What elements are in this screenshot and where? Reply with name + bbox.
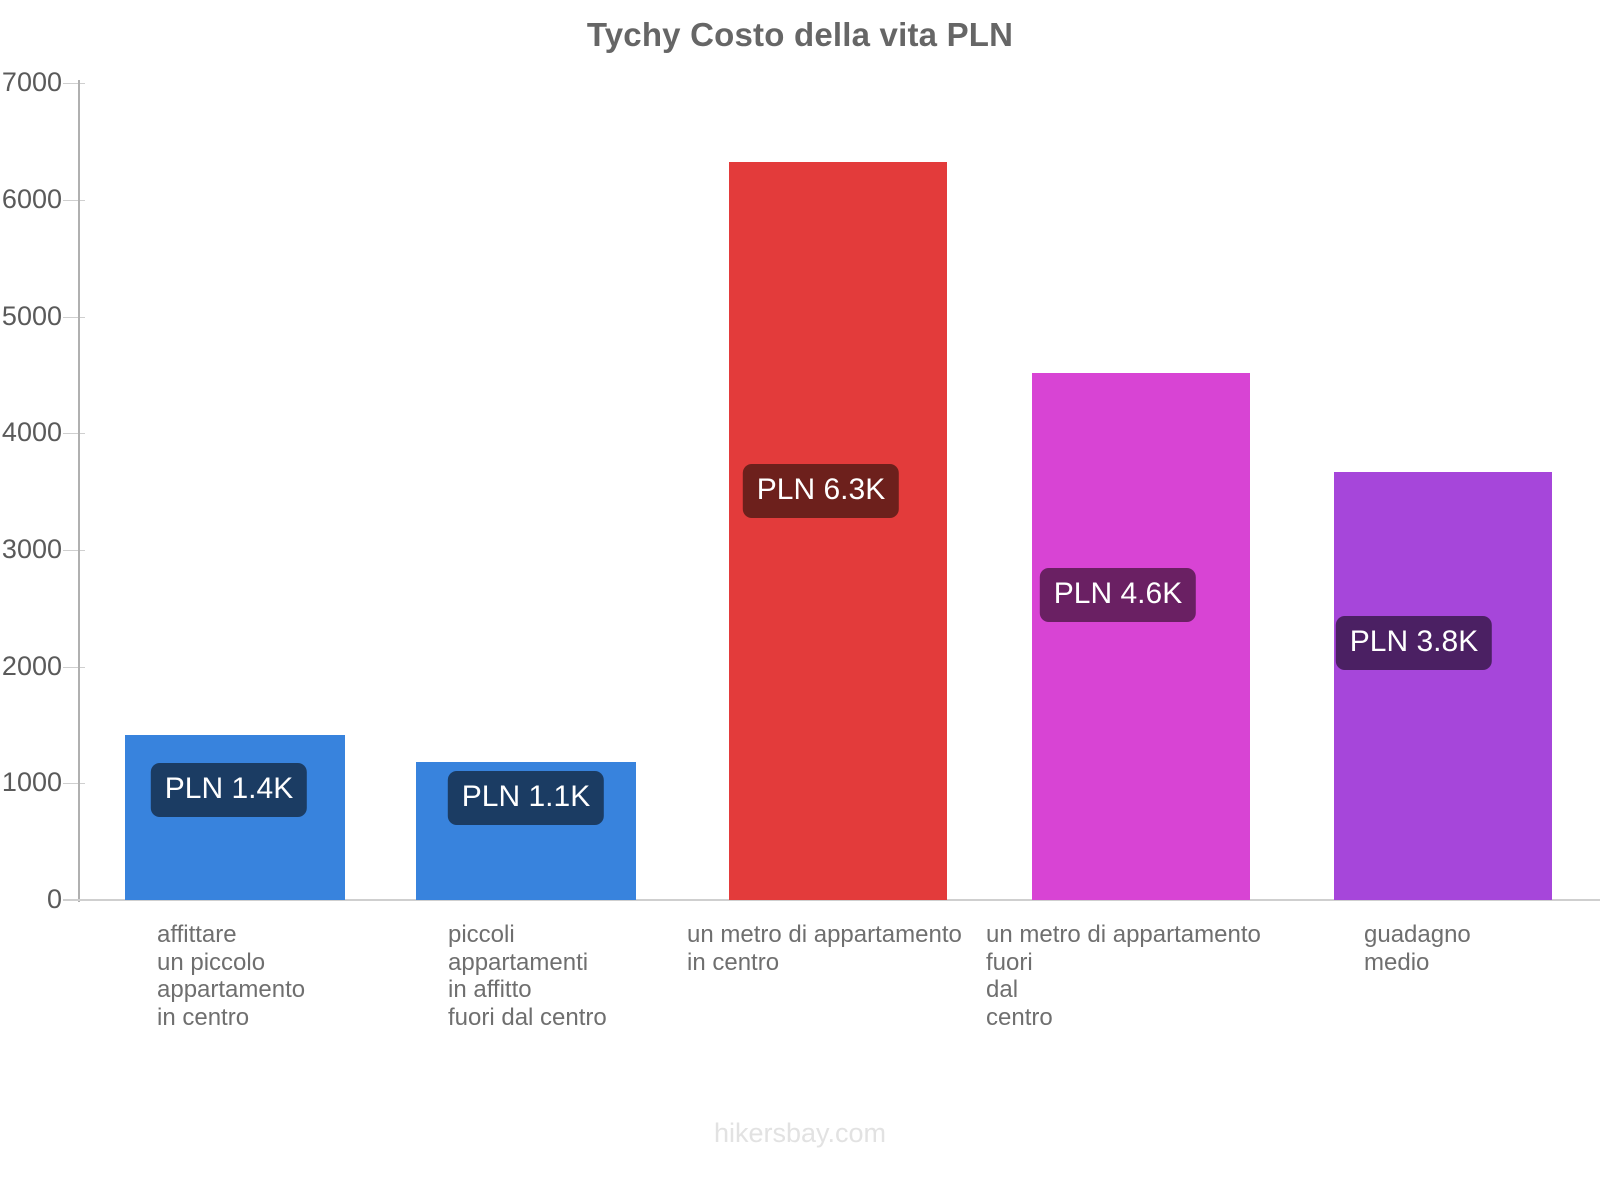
gridline-3000 [63, 550, 85, 551]
bar-value-label-2: PLN 1.1K [447, 771, 605, 825]
gridline-6000 [63, 200, 85, 201]
y-tick-label-3000: 3000 [1, 534, 62, 564]
gridline-2000 [63, 667, 85, 668]
y-tick-label-4000: 4000 [1, 417, 62, 447]
bar-value-label-1: PLN 1.4K [150, 763, 308, 817]
gridline-5000 [63, 317, 85, 318]
bar-un-metro-di-appartamento-in-centro[interactable] [729, 162, 947, 900]
chart-title: Tychy Costo della vita PLN [586, 16, 1014, 53]
category-label-4: un metro di appartamento fuori dal centr… [986, 921, 1261, 1031]
bar-affittare-un-piccolo-appartamento-in-centro[interactable] [125, 735, 345, 900]
y-tick-label-0: 0 [46, 884, 62, 914]
footer-credit: hikersbay.com [713, 1118, 887, 1148]
bar-guadagno-medio[interactable] [1334, 472, 1552, 900]
bar-value-label-4: PLN 4.6K [1039, 568, 1197, 622]
bar-un-metro-di-appartamento-fuori-dal-centro[interactable] [1032, 373, 1250, 900]
x-axis-line [63, 899, 1600, 901]
gridline-1000 [63, 783, 85, 784]
category-label-3: un metro di appartamento in centro [687, 921, 962, 976]
bar-value-label-3: PLN 6.3K [742, 464, 900, 518]
category-label-2: piccoli appartamenti in affitto fuori da… [448, 921, 607, 1031]
gridline-7000 [63, 83, 85, 84]
y-axis-line [78, 80, 80, 902]
plot-area [78, 83, 1600, 900]
y-tick-label-2000: 2000 [1, 651, 62, 681]
y-tick-label-1000: 1000 [1, 767, 62, 797]
category-label-1: affittare un piccolo appartamento in cen… [157, 921, 306, 1031]
y-tick-label-5000: 5000 [1, 301, 62, 331]
category-label-5: guadagno medio [1364, 921, 1471, 976]
y-tick-label-7000: 7000 [1, 67, 62, 97]
y-tick-label-6000: 6000 [1, 184, 62, 214]
bar-value-label-5: PLN 3.8K [1335, 616, 1493, 670]
gridline-4000 [63, 433, 85, 434]
